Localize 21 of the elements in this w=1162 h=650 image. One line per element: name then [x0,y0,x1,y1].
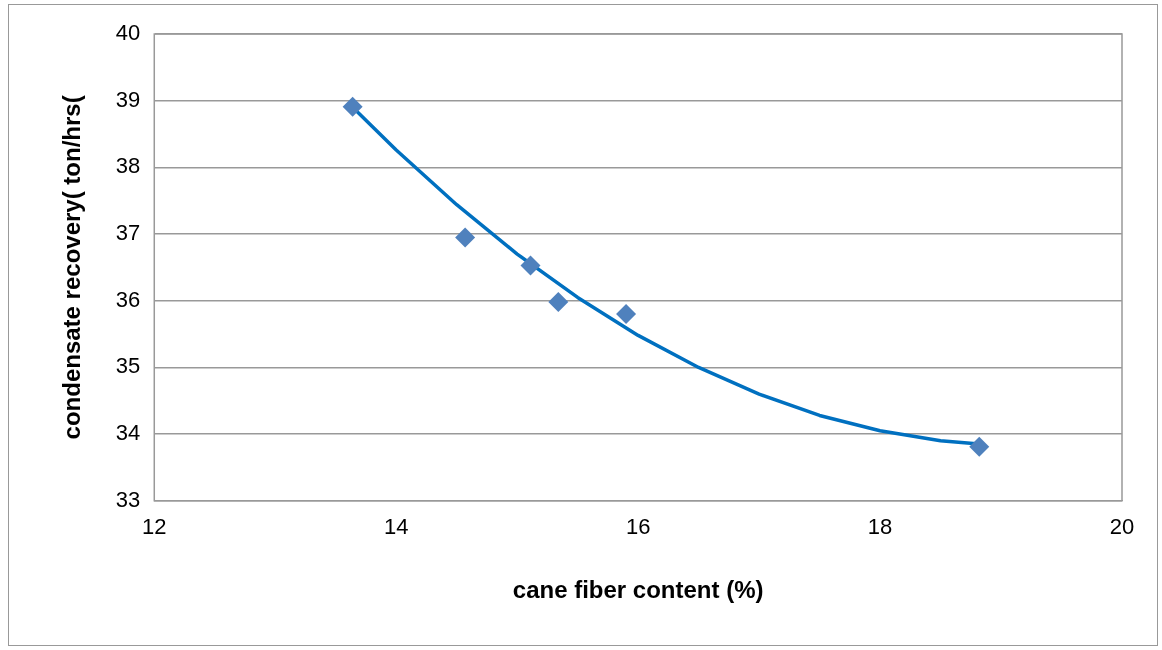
x-axis-title: cane fiber content (%) [512,576,764,604]
x-tick-label: 12 [142,514,167,540]
x-tick-label: 18 [867,514,893,540]
x-tick-label: 20 [1109,514,1135,540]
x-tick-label: 14 [383,514,409,540]
y-tick-label: 39 [115,86,141,112]
y-tick-label: 33 [115,486,141,512]
y-tick-label: 36 [115,286,141,312]
y-tick-label: 37 [115,220,141,246]
y-tick-label: 40 [115,20,141,46]
point [548,292,569,313]
x-tick-label: 16 [625,514,651,540]
y-tick-label: 38 [115,153,141,179]
point [342,96,363,117]
point [455,227,476,248]
point [616,304,637,325]
point [520,255,541,276]
y-tick-label: 35 [115,353,141,379]
point [969,436,990,457]
y-axis-title: condensate recovery( ton/hrs( [58,95,86,440]
y-tick-label: 34 [115,420,141,446]
